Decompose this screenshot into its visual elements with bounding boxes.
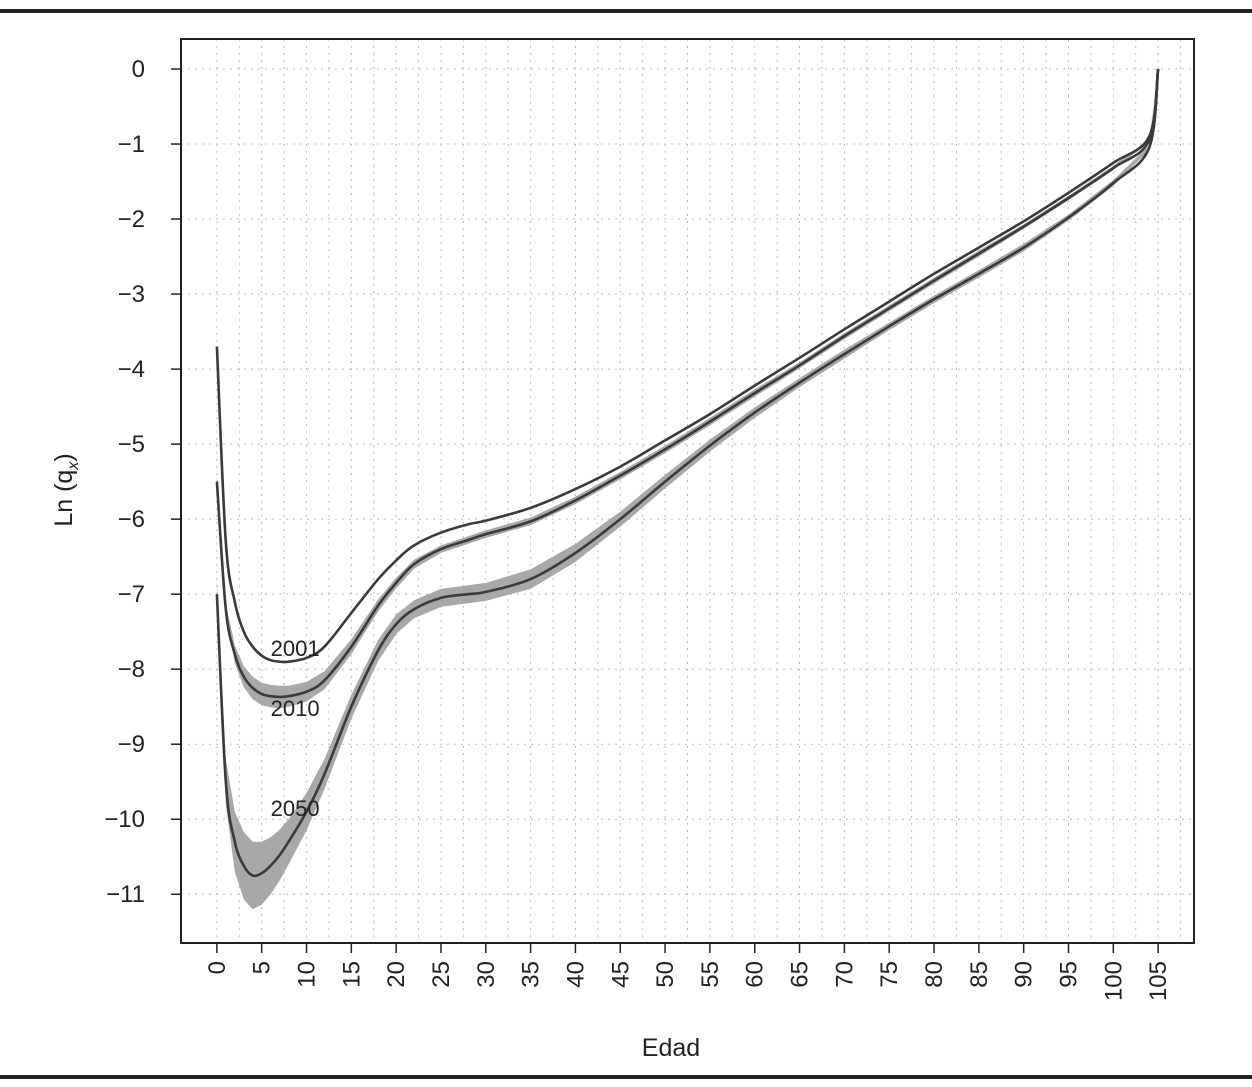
plot-frame bbox=[180, 38, 1195, 944]
x-tick-label: 80 bbox=[921, 961, 948, 988]
x-tick-label: 70 bbox=[831, 961, 858, 988]
y-tick-label: −7 bbox=[118, 581, 145, 608]
x-tick-label: 0 bbox=[204, 961, 231, 974]
series-lines bbox=[215, 68, 1160, 878]
x-tick-label: 75 bbox=[876, 961, 903, 988]
y-tick-label: −8 bbox=[118, 656, 145, 683]
y-axis-title: Ln (qx) bbox=[50, 453, 82, 526]
y-tick-label: −2 bbox=[118, 206, 145, 233]
x-tick-label: 35 bbox=[518, 961, 545, 988]
y-tick-label: −9 bbox=[118, 731, 145, 758]
y-tick-label: −5 bbox=[118, 431, 145, 458]
x-axis: 0 5 10 15 20 25 30 35 40 45 50 55 60 65 70 75 80 85 90 95 10… bbox=[204, 943, 1172, 1001]
series-line-2010 bbox=[215, 68, 1160, 699]
x-tick-label: 10 bbox=[294, 961, 321, 988]
x-tick-label: 100 bbox=[1100, 961, 1127, 1001]
x-tick-label: 5 bbox=[249, 961, 276, 974]
series-label-2050: 2050 bbox=[271, 796, 320, 821]
y-axis-title-close: ) bbox=[50, 453, 78, 461]
x-tick-label: 15 bbox=[338, 961, 365, 988]
x-tick-label: 90 bbox=[1011, 961, 1038, 988]
x-tick-label: 60 bbox=[742, 961, 769, 988]
x-axis-title: Edad bbox=[642, 1034, 700, 1062]
x-tick-label: 105 bbox=[1145, 961, 1172, 1001]
y-axis: 0 −1 −2 −3 −4 −5 −6 −7 −8 −9 −10 −11 bbox=[104, 56, 181, 908]
y-axis-title-main: Ln (q bbox=[50, 470, 78, 527]
series-label-2001: 2001 bbox=[271, 636, 320, 661]
y-tick-label: −3 bbox=[118, 281, 145, 308]
y-tick-label: 0 bbox=[132, 56, 145, 83]
x-tick-label: 55 bbox=[697, 961, 724, 988]
x-tick-label: 50 bbox=[652, 961, 679, 988]
x-tick-label: 65 bbox=[787, 961, 814, 988]
x-tick-label: 45 bbox=[607, 961, 634, 988]
x-tick-label: 20 bbox=[383, 961, 410, 988]
series-label-2010: 2010 bbox=[271, 696, 320, 721]
bottom-rule bbox=[0, 1075, 1252, 1079]
series-line-2050 bbox=[215, 68, 1160, 878]
confidence-bands bbox=[216, 69, 1159, 910]
band-2010 bbox=[216, 69, 1159, 709]
y-axis-title-subscript: x bbox=[65, 461, 82, 471]
band-2050 bbox=[216, 69, 1159, 910]
series-line-2001 bbox=[215, 68, 1160, 664]
y-tick-label: −1 bbox=[118, 131, 145, 158]
y-tick-label: −4 bbox=[118, 356, 145, 383]
x-tick-label: 95 bbox=[1055, 961, 1082, 988]
y-tick-label: −6 bbox=[118, 506, 145, 533]
x-tick-label: 30 bbox=[473, 961, 500, 988]
y-tick-label: −10 bbox=[104, 806, 145, 833]
top-rule bbox=[0, 9, 1252, 13]
x-tick-label: 40 bbox=[562, 961, 589, 988]
x-tick-label: 25 bbox=[428, 961, 455, 988]
series-labels: 2001 2010 2050 bbox=[271, 636, 320, 821]
y-tick-label: −11 bbox=[106, 881, 145, 908]
x-tick-label: 85 bbox=[966, 961, 993, 988]
grid bbox=[181, 39, 1194, 943]
